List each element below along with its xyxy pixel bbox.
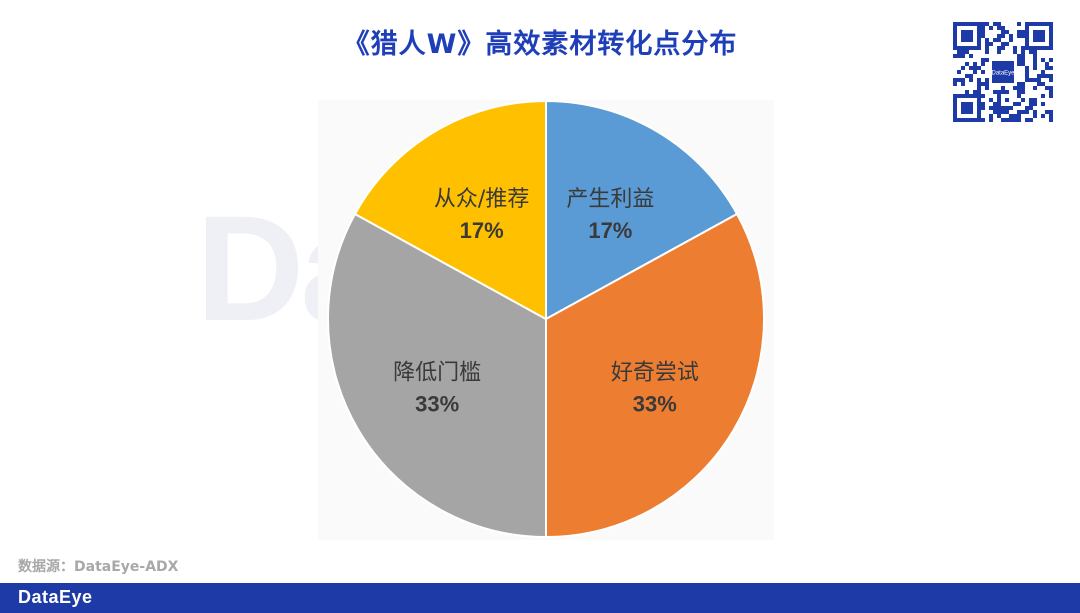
slice-label-3: 从众/推荐: [434, 187, 529, 212]
qr-center-logo: [992, 61, 1014, 83]
qr-logo-text: DataEye: [991, 71, 1015, 77]
pie-slice-1: [545, 212, 765, 539]
slice-percent-1: 33%: [633, 391, 677, 416]
footer-logo: DataEye: [18, 587, 93, 607]
data-source: 数据源：DataEye-ADX: [18, 559, 179, 575]
pie-slice-0: [545, 100, 739, 321]
pie-chart: 产生利益 17% 好奇尝试 33% 降低门槛 33% 从众/推荐 17%: [318, 100, 774, 540]
pie-slice-3: [353, 100, 547, 321]
slice-label-2: 降低门槛: [393, 360, 481, 385]
slice-label-0: 产生利益: [566, 187, 654, 212]
slice-percent-2: 33%: [415, 391, 459, 416]
slice-percent-3: 17%: [460, 218, 504, 243]
pie-slice-2: [327, 212, 547, 539]
qr-code-image: DataEye: [953, 22, 1053, 122]
pie-chart-svg: 产生利益 17% 好奇尝试 33% 降低门槛 33% 从众/推荐 17%: [327, 100, 765, 539]
footer-bar: DataEye: [0, 583, 1080, 613]
chart-title: 《猎人W》高效素材转化点分布: [342, 29, 738, 60]
slice-percent-0: 17%: [588, 218, 632, 243]
slice-label-1: 好奇尝试: [611, 360, 699, 385]
qr-code[interactable]: DataEye: [953, 22, 1053, 122]
